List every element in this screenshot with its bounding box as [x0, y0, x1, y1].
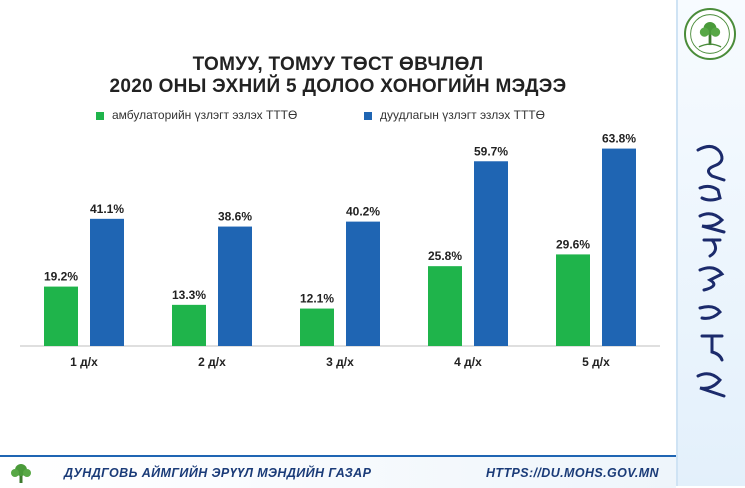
data-label-series1-1: 19.2% [44, 270, 78, 284]
bar-series2-4 [474, 161, 508, 346]
bar-series2-5 [602, 148, 636, 346]
legend-item-series1: амбулаторийн үзлэгт эзлэх ТТТӨ [96, 108, 297, 122]
health-department-logo-icon [684, 8, 736, 60]
bar-series1-4 [428, 266, 462, 346]
tree-logo-icon [4, 461, 38, 485]
data-label-series2-4: 59.7% [474, 144, 508, 158]
bar-chart-plot: 19.2% 41.1% 1 д/х 13.3% 38.6% 2 д/х 12.1% 40.2%… [20, 132, 660, 369]
bar-series1-5 [556, 254, 590, 346]
bar-series2-2 [218, 226, 252, 346]
data-label-series2-2: 38.6% [218, 210, 252, 224]
x-tick-label-3: 3 д/х [326, 355, 354, 369]
bar-series2-1 [90, 218, 124, 346]
chart-title-line1: ТОМУУ, ТОМУУ ТӨСТ ӨВЧЛӨЛ [192, 54, 484, 75]
footer-website-link[interactable]: HTTPS://DU.MOHS.GOV.MN [486, 466, 659, 480]
bar-series1-2 [172, 304, 206, 346]
chart-title-line2: 2020 ОНЫ ЭХНИЙ 5 ДОЛОО ХОНОГИЙН МЭДЭЭ [109, 76, 567, 97]
x-tick-label-4: 4 д/х [454, 355, 482, 369]
legend-label-series2: дуудлагын үзлэгт эзлэх ТТТӨ [380, 108, 545, 122]
legend-item-series2: дуудлагын үзлэгт эзлэх ТТТӨ [364, 108, 545, 122]
bar-series1-1 [44, 286, 78, 346]
x-tick-label-1: 1 д/х [70, 355, 98, 369]
legend-label-series1: амбулаторийн үзлэгт эзлэх ТТТӨ [112, 108, 298, 122]
x-tick-label-5: 5 д/х [582, 355, 610, 369]
footer-bar: ДУНДГОВЬ АЙМГИЙН ЭРҮҮЛ МЭНДИЙН ГАЗАР HTT… [0, 455, 676, 488]
bar-series1-3 [300, 308, 334, 346]
data-label-series1-5: 29.6% [556, 237, 590, 251]
data-label-series2-5: 63.8% [602, 132, 636, 146]
chart-area: ТОМУУ, ТОМУУ ТӨСТ ӨВЧЛӨЛ 2020 ОНЫ ЭХНИЙ … [20, 54, 660, 369]
bar-series2-3 [346, 221, 380, 346]
data-label-series1-2: 13.3% [172, 288, 206, 302]
side-panel [676, 0, 745, 486]
data-label-series2-3: 40.2% [346, 205, 380, 219]
data-label-series2-1: 41.1% [90, 202, 124, 216]
data-label-series1-4: 25.8% [428, 249, 462, 263]
legend-swatch-series1 [96, 111, 104, 120]
x-tick-label-2: 2 д/х [198, 355, 226, 369]
mongolian-script-decoration-icon [696, 145, 726, 398]
legend-swatch-series2 [364, 111, 372, 120]
data-label-series1-3: 12.1% [300, 292, 334, 306]
footer-organization: ДУНДГОВЬ АЙМГИЙН ЭРҮҮЛ МЭНДИЙН ГАЗАР [64, 466, 372, 480]
